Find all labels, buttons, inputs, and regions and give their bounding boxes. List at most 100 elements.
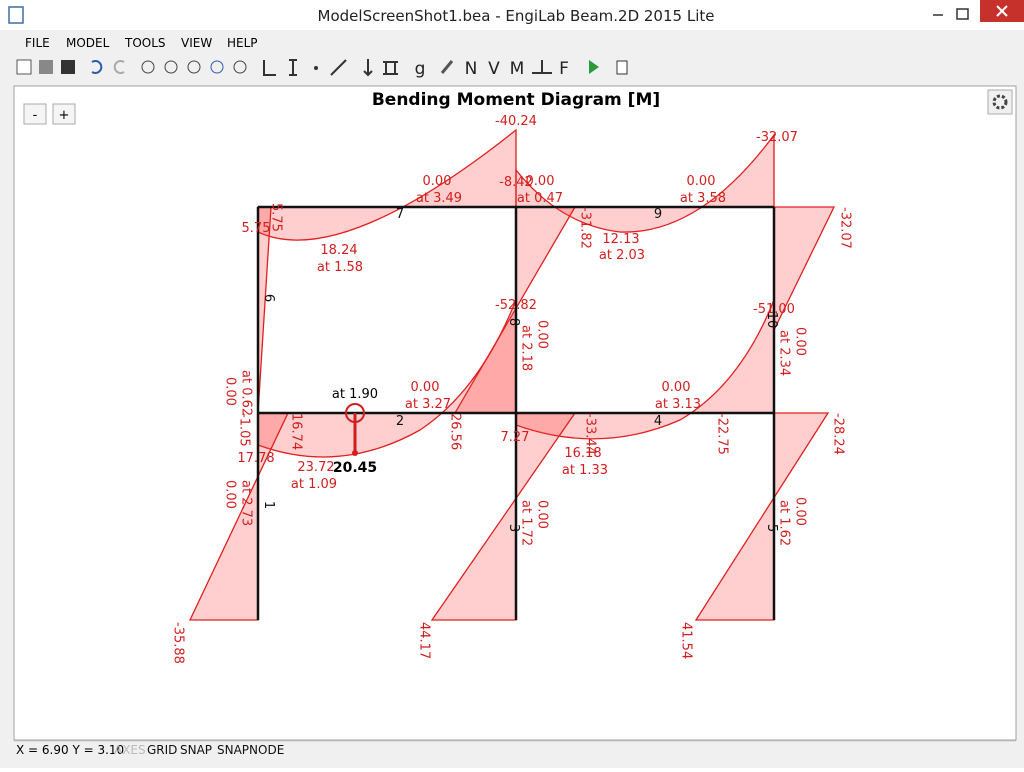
tool-icon[interactable] bbox=[187, 60, 201, 74]
moment-label: -51.00 bbox=[753, 302, 795, 317]
moment-label: at 3.49 bbox=[416, 191, 462, 206]
tool-icon[interactable] bbox=[383, 61, 398, 75]
tool-icon[interactable] bbox=[164, 60, 178, 74]
moment-label: at 1.33 bbox=[562, 463, 608, 478]
menu-item[interactable]: HELP bbox=[227, 36, 258, 50]
tool-icon[interactable] bbox=[330, 59, 347, 76]
report-icon[interactable] bbox=[616, 60, 628, 75]
moment-label: 0.00 bbox=[223, 480, 238, 509]
status-coords: X = 6.90 Y = 3.10 bbox=[16, 743, 124, 757]
member-number: 6 bbox=[261, 294, 276, 302]
member-number: 9 bbox=[654, 207, 662, 222]
moment-label: 0.00 bbox=[411, 380, 440, 395]
zoom-in-button[interactable] bbox=[52, 103, 76, 125]
tool-icon[interactable] bbox=[16, 59, 32, 75]
tool-icon[interactable] bbox=[440, 60, 454, 74]
moment-label: -22.75 bbox=[715, 413, 730, 455]
moment-label: -8.42 bbox=[499, 175, 533, 190]
moment-label: at 2.73 bbox=[239, 480, 254, 526]
member-number: 7 bbox=[396, 207, 404, 222]
settings-icon bbox=[992, 94, 1008, 110]
selection-marker bbox=[345, 403, 365, 423]
moment-label: 18.24 bbox=[320, 243, 357, 258]
selection-value: 20.45 bbox=[333, 460, 377, 476]
run-icon[interactable] bbox=[589, 60, 599, 74]
moment-label: 16.74 bbox=[289, 413, 304, 450]
member-number: 1 bbox=[261, 501, 276, 509]
tool-icon[interactable] bbox=[289, 59, 297, 76]
member-number: 5 bbox=[764, 524, 779, 532]
tool-icon[interactable] bbox=[61, 60, 75, 74]
diagram-title: Bending Moment Diagram [M] bbox=[372, 90, 660, 110]
tool-letter[interactable]: M bbox=[510, 59, 525, 79]
moment-label: -28.24 bbox=[831, 413, 846, 455]
moment-label: 44.17 bbox=[417, 622, 432, 659]
zoom-in-label: + bbox=[59, 108, 70, 123]
moment-label: -1.05 bbox=[237, 413, 252, 447]
moment-label: 0.00 bbox=[793, 497, 808, 526]
tool-icon[interactable] bbox=[263, 60, 276, 76]
tool-icon[interactable] bbox=[314, 66, 318, 70]
frame-structure bbox=[256, 205, 776, 620]
member-number: 4 bbox=[654, 414, 662, 429]
moment-label: 17.78 bbox=[237, 451, 274, 466]
moment-label: at 0.47 bbox=[517, 191, 563, 206]
maximize-button[interactable] bbox=[956, 8, 969, 20]
moment-label: at 0.62 bbox=[239, 370, 254, 416]
tool-letter[interactable]: N bbox=[465, 59, 478, 79]
member-number: 2 bbox=[396, 414, 404, 429]
settings-button[interactable] bbox=[987, 89, 1013, 115]
tool-icon[interactable] bbox=[363, 59, 373, 77]
moment-label: 41.54 bbox=[679, 622, 694, 659]
moment-label: at 2.03 bbox=[599, 248, 645, 263]
moment-label: 5.75 bbox=[269, 203, 284, 232]
tool-letter[interactable]: F bbox=[559, 59, 569, 79]
tool-icon[interactable] bbox=[91, 60, 103, 74]
close-icon bbox=[996, 5, 1008, 17]
moment-label: at 3.58 bbox=[680, 191, 726, 206]
moment-label: 0.00 bbox=[662, 380, 691, 395]
status-toggles: AXES GRID SNAP SNAPNODE bbox=[114, 743, 284, 757]
selection-position: at 1.90 bbox=[332, 387, 378, 402]
menu-item[interactable]: TOOLS bbox=[124, 36, 166, 50]
status-toggle[interactable]: SNAP bbox=[180, 743, 212, 757]
moment-label: -35.88 bbox=[171, 622, 186, 664]
menu-bar: FILE MODEL TOOLS VIEW HELP bbox=[25, 36, 258, 50]
tool-icon[interactable] bbox=[39, 60, 53, 74]
moment-label: 26.56 bbox=[448, 413, 463, 450]
moment-label: -40.24 bbox=[495, 114, 537, 129]
moment-label: at 1.09 bbox=[291, 477, 337, 492]
moment-label: -33.44 bbox=[583, 413, 598, 455]
moment-label: at 2.34 bbox=[777, 330, 792, 376]
moment-label: -52.82 bbox=[495, 298, 537, 313]
moment-label: 5.75 bbox=[242, 221, 271, 236]
moment-label: 0.00 bbox=[423, 174, 452, 189]
tool-icon[interactable] bbox=[113, 60, 125, 74]
tool-letter[interactable]: g bbox=[415, 59, 426, 79]
moment-label: 7.27 bbox=[501, 430, 530, 445]
member-number: 3 bbox=[506, 524, 521, 532]
selection-point bbox=[352, 450, 358, 456]
app-icon bbox=[8, 6, 24, 24]
status-toggle[interactable]: SNAPNODE bbox=[217, 743, 284, 757]
status-toggle[interactable]: GRID bbox=[147, 743, 177, 757]
tool-icon[interactable] bbox=[233, 60, 247, 74]
moment-label: 0.00 bbox=[526, 174, 555, 189]
moment-label: 0.00 bbox=[793, 327, 808, 356]
window-title: ModelScreenShot1.bea - EngiLab Beam.2D 2… bbox=[318, 7, 715, 25]
menu-item[interactable]: VIEW bbox=[181, 36, 212, 50]
menu-item[interactable]: FILE bbox=[25, 36, 50, 50]
status-toggle[interactable]: AXES bbox=[114, 743, 146, 757]
menu-item[interactable]: MODEL bbox=[66, 36, 110, 50]
moment-label: at 3.27 bbox=[405, 397, 451, 412]
zoom-out-button[interactable] bbox=[23, 103, 47, 125]
zoom-out-label: - bbox=[33, 108, 38, 123]
tool-icon[interactable] bbox=[532, 60, 552, 74]
tool-letter[interactable]: V bbox=[488, 59, 500, 79]
tool-icon[interactable] bbox=[210, 60, 224, 74]
moment-label: -32.07 bbox=[756, 130, 798, 145]
moment-label: at 1.72 bbox=[519, 500, 534, 546]
tool-icon[interactable] bbox=[141, 60, 155, 74]
